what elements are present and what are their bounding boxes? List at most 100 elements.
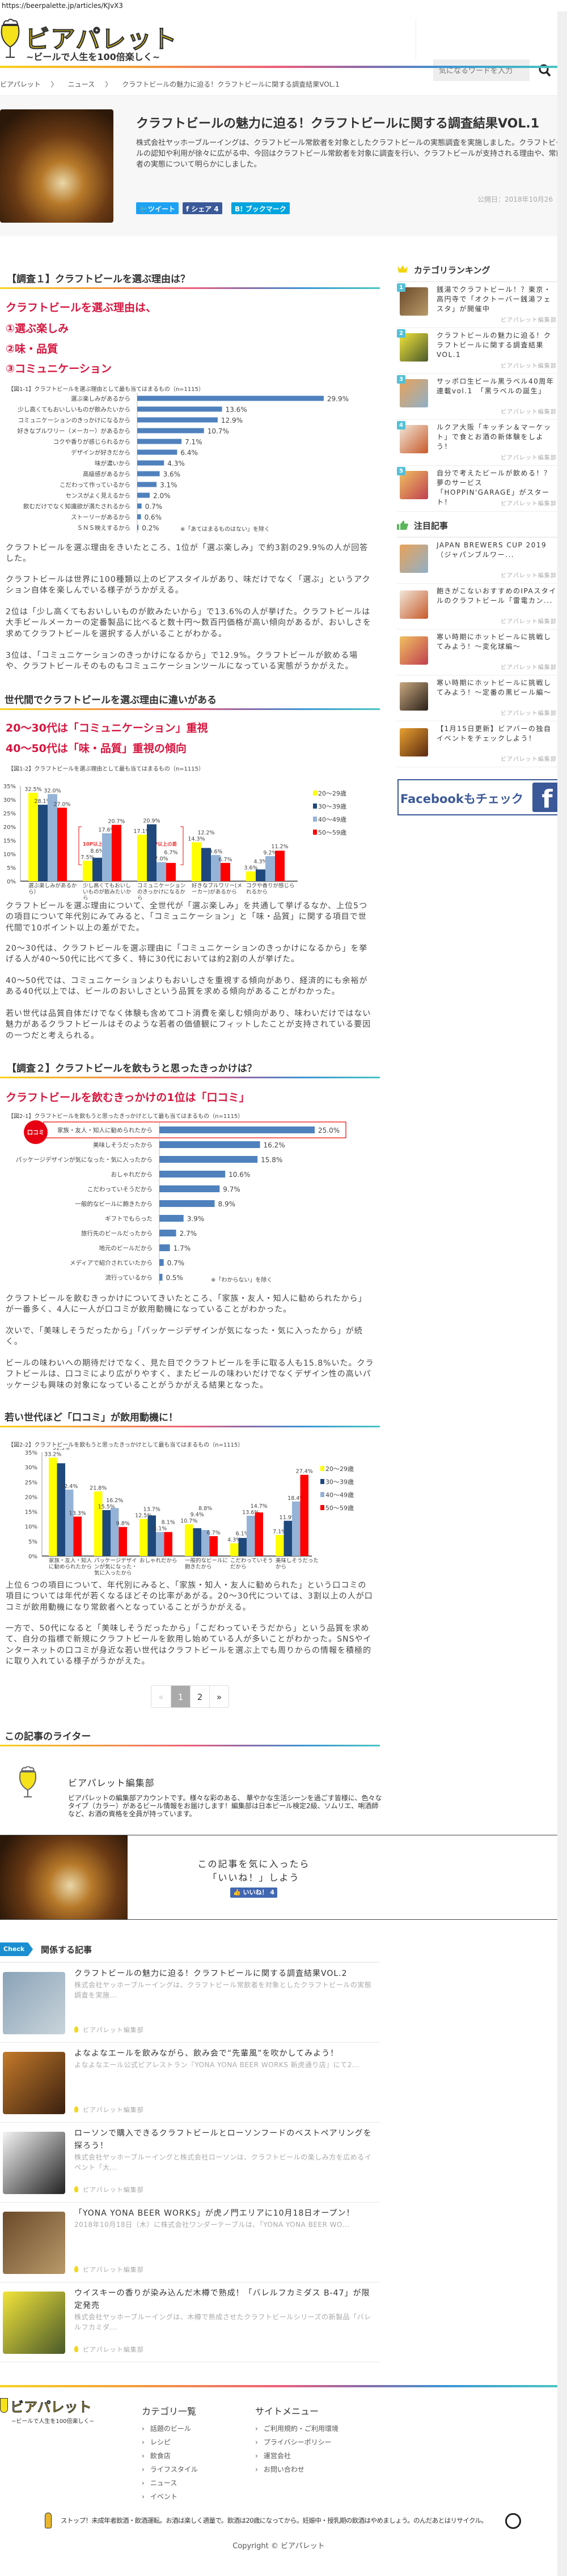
featured-item[interactable]: 飽きがこないおすすめのIPAスタイルのクラフトビール「雷電カン... ビアパレッ… — [397, 584, 557, 630]
breadcrumb-news[interactable]: ニュース — [67, 80, 95, 88]
related-title[interactable]: 「YONA YONA BEER WORKS」が虎ノ門エリアに10月18日オープン… — [74, 2209, 355, 2218]
featured-thumbnail[interactable] — [400, 590, 428, 619]
footer-categories-heading: カテゴリ一覧 — [142, 2406, 197, 2417]
ranking-item[interactable]: 4 ルクア大阪「キッチン＆マーケット」で食とお酒の新体験をしよう！ ビアパレット… — [397, 420, 557, 466]
footer-menu-link[interactable]: 運営会社 — [255, 2451, 338, 2464]
related-thumbnail[interactable] — [3, 2212, 65, 2274]
footer-category-link[interactable]: レシピ — [142, 2437, 198, 2451]
bar — [139, 1519, 148, 1556]
ranking-thumbnail[interactable] — [400, 333, 428, 362]
related-article[interactable]: 「YONA YONA BEER WORKS」が虎ノ門エリアに10月18日オープン… — [0, 2203, 380, 2282]
data-label: 22.4% — [61, 1483, 78, 1490]
related-article[interactable]: クラフトビールの魅力に迫る！クラフトビールに関する調査結果VOL.2 株式会社ヤッ… — [0, 1963, 380, 2043]
ranking-title[interactable]: 銭湯でクラフトビール！？東京・高円寺で「オクトーバー銭湯フェスタ」が開催中 — [437, 286, 552, 313]
writer-avatar-beer-icon[interactable] — [18, 1766, 39, 1799]
scrollbar[interactable] — [557, 11, 567, 2576]
pagination-prev[interactable]: « — [158, 1692, 164, 1702]
related-article[interactable]: ウイスキーの香りが染み込んだ木樽で熟成！「バレルフカミダス B-47」が限定発売… — [0, 2282, 380, 2362]
ranking-thumbnail[interactable] — [400, 379, 428, 407]
facebook-like-button[interactable]: 👍 いいね！ 4 — [230, 1888, 277, 1898]
related-thumbnail[interactable] — [3, 2132, 65, 2194]
data-label: 13.7% — [143, 1507, 160, 1513]
search-icon[interactable] — [539, 64, 551, 78]
related-title[interactable]: ウイスキーの香りが染み込んだ木樽で熟成！「バレルフカミダス B-47」が限定発売 — [74, 2289, 370, 2310]
bar — [137, 396, 324, 401]
tweet-button[interactable]: 🐦ツイート — [136, 202, 179, 214]
footer-menu-link[interactable]: お問い合わせ — [255, 2464, 338, 2478]
ranking-item[interactable]: 2 クラフトビールの魅力に迫る！クラフトビールに関する調査結果VOL.1 ビアパ… — [397, 328, 557, 374]
paragraph: 20～30代は、クラフトビールを選ぶ理由に「コミュニケーションのきっかけになるか… — [6, 944, 368, 964]
category-label: ＳＮＳ映えするから — [77, 525, 131, 532]
featured-thumbnail[interactable] — [400, 545, 428, 573]
site-logo[interactable]: ビアパレット ~ビールで人生を100倍楽しく~ — [0, 19, 177, 63]
related-thumbnail[interactable] — [3, 1972, 65, 2034]
footer-category-link[interactable]: ライフスタイル — [142, 2464, 198, 2478]
bar — [94, 1491, 103, 1556]
url-bar[interactable]: https://beerpalette.jp/articles/KJvX3 — [2, 2, 123, 10]
related-thumbnail[interactable] — [3, 2292, 65, 2354]
ranking-title[interactable]: クラフトビールの魅力に迫る！クラフトビールに関する調査結果VOL.1 — [437, 331, 552, 359]
bar — [119, 1527, 127, 1556]
related-title[interactable]: クラフトビールの魅力に迫る！クラフトビールに関する調査結果VOL.2 — [74, 1969, 348, 1978]
featured-title[interactable]: 【1月15日更新】ビアバーの独自イベントをチェックしよう！ — [437, 725, 552, 742]
ranking-item[interactable]: 1 銭湯でクラフトビール！？東京・高円寺で「オクトーバー銭湯フェスタ」が開催中 … — [397, 282, 557, 328]
like-line-2: 「いいね！」しよう — [208, 1872, 300, 1883]
featured-item[interactable]: 寒い時期にホットビールに挑戦してみよう！～定番の黒ビール編～ ビアパレット編集部 — [397, 675, 557, 721]
featured-author: ビアパレット編集部 — [501, 756, 557, 763]
bar — [192, 842, 201, 881]
y-tick-label: 25% — [3, 811, 16, 817]
bar — [201, 1529, 210, 1556]
featured-title[interactable]: 寒い時期にホットビールに挑戦してみよう！～変化球編～ — [437, 633, 552, 651]
facebook-banner[interactable]: Facebookもチェック f — [397, 779, 557, 815]
related-heading: 関係する記事 — [41, 1945, 92, 1955]
footer-menu-link[interactable]: プライバシーポリシー — [255, 2437, 338, 2451]
featured-title[interactable]: 飽きがこないおすすめのIPAスタイルのクラフトビール「雷電カン... — [437, 587, 557, 605]
legend-swatch — [320, 1479, 324, 1484]
featured-title[interactable]: JAPAN BREWERS CUP 2019（ジャパンブルワー... — [437, 541, 547, 559]
ranking-item[interactable]: 5 自分で考えたビールが飲める！？夢のサービス「HOPPIN'GARAGE」がス… — [397, 466, 557, 512]
ranking-item[interactable]: 3 サッポロ生ビール黒ラベル40周年連載vol.1 「黒ラベルの誕生」 ビアパレ… — [397, 374, 557, 420]
related-thumbnail[interactable] — [3, 2052, 65, 2114]
ranking-thumbnail[interactable] — [400, 471, 428, 499]
related-title[interactable]: よなよなエールを飲みながら、飲み会で“先輩風”を吹かしてみよう！ — [74, 2049, 339, 2058]
featured-title[interactable]: 寒い時期にホットビールに挑戦してみよう！～定番の黒ビール編～ — [437, 679, 552, 696]
related-title[interactable]: ローソンで購入できるクラフトビールとローソンフードのベストペアリングを探ろう！ — [74, 2129, 372, 2150]
bar — [28, 793, 38, 881]
footer-menu-link[interactable]: ご利用規約・ご利用環境 — [255, 2424, 338, 2437]
bar — [159, 1156, 258, 1163]
footer-category-link[interactable]: ニュース — [142, 2478, 198, 2492]
ranking-thumbnail[interactable] — [400, 425, 428, 453]
bar — [166, 862, 176, 881]
search-input[interactable] — [433, 59, 530, 81]
bar — [137, 514, 141, 520]
hatena-bookmark-button[interactable]: B! ブックマーク — [231, 202, 290, 214]
ranking-title[interactable]: サッポロ生ビール黒ラベル40周年連載vol.1 「黒ラベルの誕生」 — [437, 377, 555, 395]
footer-category-link[interactable]: 話題のビール — [142, 2424, 198, 2437]
bar — [276, 1534, 284, 1556]
related-article[interactable]: ローソンで購入できるクラフトビールとローソンフードのベストペアリングを探ろう！ 株… — [0, 2123, 380, 2203]
pagination-next[interactable]: » — [209, 1686, 229, 1707]
bar — [230, 1543, 239, 1556]
category-label-text: 家族・友人・知人に勧められたから — [49, 1558, 92, 1570]
footer-category-link[interactable]: イベント — [142, 2492, 198, 2505]
featured-item[interactable]: 【1月15日更新】ビアバーの独自イベントをチェックしよう！ ビアパレット編集部 — [397, 721, 557, 767]
pagination-page-2[interactable]: 2 — [190, 1686, 209, 1707]
breadcrumb-home[interactable]: ビアパレット — [0, 80, 41, 88]
facebook-share-button[interactable]: f シェア 4 — [183, 202, 222, 214]
pagination-page-1[interactable]: 1 — [171, 1686, 190, 1707]
featured-thumbnail[interactable] — [400, 636, 428, 665]
data-label: 7.1% — [273, 1529, 286, 1535]
featured-item[interactable]: JAPAN BREWERS CUP 2019（ジャパンブルワー... ビアパレッ… — [397, 538, 557, 584]
bar — [137, 525, 139, 530]
writer-name[interactable]: ビアパレット編集部 — [68, 1778, 155, 1788]
featured-item[interactable]: 寒い時期にホットビールに挑戦してみよう！～変化球編～ ビアパレット編集部 — [397, 630, 557, 675]
ranking-title[interactable]: ルクア大阪「キッチン＆マーケット」で食とお酒の新体験をしよう！ — [437, 423, 552, 450]
featured-thumbnail[interactable] — [400, 682, 428, 711]
related-article[interactable]: よなよなエールを飲みながら、飲み会で“先輩風”を吹かしてみよう！ よなよなエール公… — [0, 2043, 380, 2123]
category-label: こだわっていそうだから — [87, 1186, 153, 1193]
ranking-title[interactable]: 自分で考えたビールが飲める！？夢のサービス「HOPPIN'GARAGE」がスター… — [437, 469, 552, 506]
featured-thumbnail[interactable] — [400, 728, 428, 756]
footer-category-link[interactable]: 飲食店 — [142, 2451, 198, 2464]
ranking-thumbnail[interactable] — [400, 287, 428, 316]
category-label-text: 少し高くてもおいしいものが飲みたいから — [83, 883, 132, 900]
